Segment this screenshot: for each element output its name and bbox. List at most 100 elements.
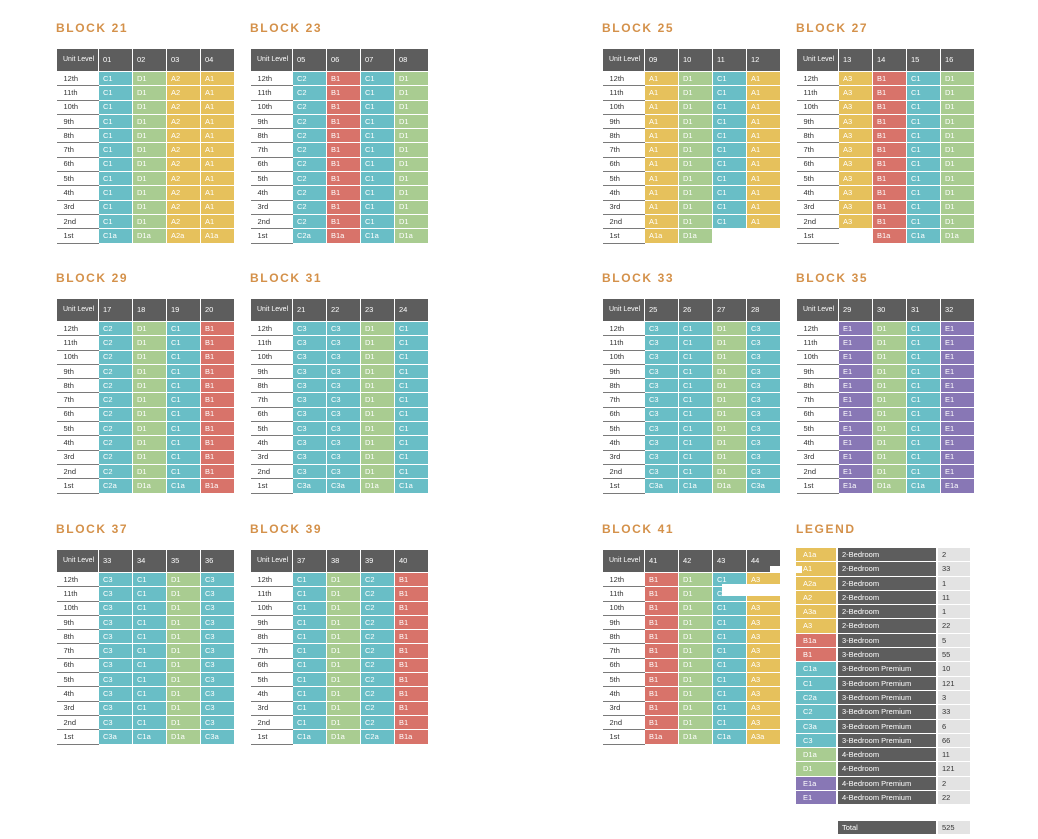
legend-count: 5 — [938, 633, 970, 648]
legend-count: 11 — [938, 590, 970, 605]
legend-code: C2 — [796, 705, 836, 719]
unit-type-cell: C1 — [166, 449, 201, 465]
unit-type-cell: A1 — [644, 85, 679, 101]
legend-row: E1a 4-Bedroom Premium 2 — [796, 776, 972, 791]
legend-row: A1a 2-Bedroom 2 — [796, 548, 972, 562]
unit-type-cell: D1a — [132, 228, 167, 244]
unit-type-cell: C1a — [906, 478, 941, 494]
unit-type-cell: C3 — [200, 686, 235, 702]
unit-type-cell: C1 — [394, 320, 429, 337]
level-row: 10th C1 D1 C2 B1 — [250, 600, 429, 616]
legend-count: 1 — [938, 576, 970, 590]
legend-code: A1a — [796, 548, 836, 562]
level-row: 3rd C3 C3 D1 C1 — [250, 449, 429, 465]
legend-count: 10 — [938, 662, 970, 676]
level-label: 1st — [250, 478, 293, 494]
legend-type: 3-Bedroom — [838, 648, 936, 662]
unit-type-cell: C3 — [746, 335, 781, 351]
unit-type-cell: C3a — [98, 729, 133, 745]
unit-type-cell: D1 — [132, 335, 167, 351]
level-label: 2nd — [250, 714, 293, 731]
unit-type-cell: D1 — [166, 600, 201, 616]
level-row: 5th C2 D1 C1 B1 — [56, 421, 235, 437]
level-row: 10th C2 B1 C1 D1 — [250, 99, 429, 115]
unit-type-cell: C3 — [644, 392, 679, 408]
unit-type-cell: C1 — [906, 99, 941, 115]
level-row: 5th A1 D1 C1 A1 — [602, 171, 781, 187]
unit-type-cell: C3 — [746, 449, 781, 465]
unit-type-cell: A1a — [200, 228, 235, 244]
unit-type-cell: C1 — [906, 142, 941, 158]
unit-type-cell: C1 — [292, 571, 327, 588]
unit-type-cell: D1a — [394, 228, 429, 244]
level-row: 3rd B1 D1 C1 A3 — [602, 700, 781, 716]
unit-number-header: 01 — [98, 48, 133, 72]
unit-type-cell: C1 — [292, 629, 327, 645]
level-label: 8th — [56, 629, 99, 645]
unit-type-cell: E1 — [838, 421, 873, 437]
level-label: 5th — [250, 672, 293, 688]
unit-type-cell: B1a — [872, 228, 907, 244]
level-label: 2nd — [796, 463, 839, 480]
unit-type-cell: D1 — [360, 435, 395, 451]
unit-number-header: 40 — [394, 549, 429, 573]
unit-type-cell: A1 — [746, 185, 781, 201]
unit-type-cell: C1 — [906, 199, 941, 215]
unit-type-cell: A3 — [746, 614, 781, 631]
level-label: 11th — [250, 586, 293, 602]
unit-type-cell: C1 — [132, 586, 167, 602]
level-row: 5th A3 B1 C1 D1 — [796, 171, 975, 187]
unit-type-cell: A1 — [200, 113, 235, 130]
level-row: 9th E1 D1 C1 E1 — [796, 363, 975, 380]
unit-type-cell: C1 — [394, 449, 429, 465]
level-label: 7th — [602, 643, 645, 659]
unit-type-cell: C1 — [906, 320, 941, 337]
level-label: 6th — [250, 156, 293, 173]
level-row: 1st A1a D1a — [602, 228, 781, 244]
block-41: BLOCK 41 Unit Level 41 42 43 44 12th B1 D1 C1 A3 11… — [602, 522, 782, 745]
level-label: 3rd — [56, 199, 99, 215]
unit-type-cell: C3 — [644, 349, 679, 365]
unit-type-cell: D1 — [166, 686, 201, 702]
level-row: 6th C2 B1 C1 D1 — [250, 156, 429, 173]
unit-type-cell: D1 — [940, 85, 975, 101]
level-label: 5th — [56, 672, 99, 688]
legend-row: A2a 2-Bedroom 1 — [796, 576, 972, 590]
unit-type-cell: C1 — [906, 128, 941, 144]
legend-code: A1 — [796, 562, 836, 576]
unit-type-cell: C1 — [292, 714, 327, 731]
level-row: 6th B1 D1 C1 A3 — [602, 657, 781, 674]
unit-type-cell: C2 — [98, 421, 133, 437]
unit-number-header: 04 — [200, 48, 235, 72]
level-row: 4th A1 D1 C1 A1 — [602, 185, 781, 201]
level-label: 8th — [602, 629, 645, 645]
unit-type-cell: C2 — [360, 643, 395, 659]
unit-type-cell: C1 — [292, 672, 327, 688]
unit-type-cell: D1 — [326, 571, 361, 588]
unit-type-cell: B1 — [326, 128, 361, 144]
unit-type-cell: C3 — [200, 614, 235, 631]
level-row: 2nd C3 C1 D1 C3 — [56, 714, 235, 731]
unit-type-cell: D1a — [166, 729, 201, 745]
level-row: 1st C2a B1a C1a D1a — [250, 228, 429, 244]
unit-type-cell: C1 — [360, 185, 395, 201]
unit-type-cell: B1 — [200, 392, 235, 408]
unit-type-cell: A2 — [166, 156, 201, 173]
level-label: 3rd — [250, 449, 293, 465]
unit-type-cell: A1 — [200, 85, 235, 101]
unit-type-cell: C2 — [292, 113, 327, 130]
unit-type-cell: A1 — [746, 99, 781, 115]
unit-type-cell: C3 — [292, 335, 327, 351]
unit-type-cell: C1 — [678, 435, 713, 451]
unit-type-cell: C2 — [292, 213, 327, 230]
unit-grid: Unit Level 37 38 39 40 12th C1 D1 C2 B1 11th C1 D1 C2… — [250, 549, 429, 745]
legend-row: C3 3-Bedroom Premium 66 — [796, 733, 972, 748]
unit-type-cell: C1 — [712, 113, 747, 130]
level-label: 11th — [796, 335, 839, 351]
unit-type-cell: C1a — [132, 729, 167, 745]
level-row: 4th C1 D1 C2 B1 — [250, 686, 429, 702]
unit-type-cell: C3 — [98, 643, 133, 659]
unit-type-cell: D1 — [872, 406, 907, 423]
unit-number-header: 36 — [200, 549, 235, 573]
unit-type-cell: C3a — [292, 478, 327, 494]
